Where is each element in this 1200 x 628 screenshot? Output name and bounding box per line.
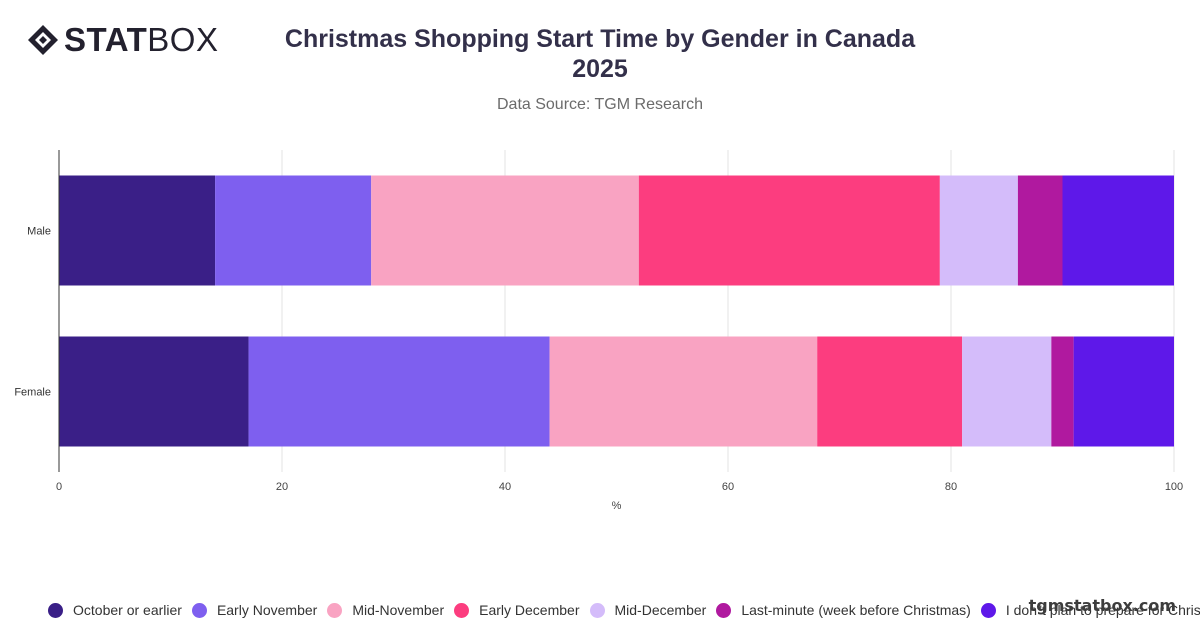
watermark: tgmstatbox.com	[1028, 596, 1176, 615]
chart-subtitle: Data Source: TGM Research	[496, 96, 703, 113]
chart-title: Christmas Shopping Start Time by Gender …	[0, 24, 1200, 84]
statbox-logo: STATBOX	[26, 22, 218, 58]
chart-title-line1: Christmas Shopping Start Time by Gender …	[284, 25, 916, 53]
legend-swatch	[327, 602, 343, 618]
bar-segment	[817, 336, 963, 447]
legend-item[interactable]: Mid-December	[589, 602, 707, 618]
legend-item[interactable]: Early November	[191, 602, 318, 618]
legend-item[interactable]: October or earlier	[48, 602, 182, 618]
bar-segment	[1051, 336, 1074, 447]
bar-segment	[1017, 175, 1063, 286]
legend-item[interactable]: Early December	[454, 602, 580, 618]
legend-label: Mid-December	[614, 602, 707, 618]
legend-label: Last-minute (week before Christmas)	[741, 602, 971, 618]
x-tick-label: 80	[945, 481, 957, 493]
bar-segment	[215, 175, 372, 286]
legend-swatch	[48, 602, 63, 618]
bar-segment	[939, 175, 1018, 286]
x-tick-label: 20	[276, 481, 288, 493]
x-tick-label: 0	[56, 481, 62, 493]
legend-label: I don"t plan to prepare for Christmas	[1005, 602, 1200, 618]
bar-segment	[59, 175, 216, 286]
bar-segment	[549, 336, 818, 447]
bar-segment	[962, 336, 1052, 447]
bar-segment	[248, 336, 550, 447]
bar-segment	[638, 175, 940, 286]
chart-title-line2: 2025	[572, 55, 628, 83]
logo-wordmark: STATBOX	[64, 22, 218, 58]
legend-label: October or earlier	[73, 602, 182, 618]
bar-segment	[1073, 336, 1174, 447]
legend-swatch	[716, 602, 732, 618]
x-tick-label: 60	[722, 481, 734, 493]
logo-wordmark-bold: STAT	[64, 21, 148, 58]
chart-legend: October or earlier Early November Mid-Nove…	[48, 602, 1200, 618]
y-category-label: Male	[27, 226, 51, 238]
legend-swatch	[191, 602, 207, 618]
legend-item[interactable]: Mid-November	[327, 602, 444, 618]
legend-item[interactable]: I don"t plan to prepare for Christmas	[980, 602, 1200, 618]
bar-segment	[59, 336, 249, 447]
y-category-label: Female	[14, 387, 51, 399]
legend-label: Early November	[216, 602, 318, 618]
legend-swatch	[589, 602, 605, 618]
x-axis-label: %	[612, 500, 622, 512]
legend-swatch	[454, 602, 470, 618]
bar-segment	[1062, 175, 1174, 286]
legend-swatch	[980, 602, 996, 618]
legend-label: Mid-November	[352, 602, 445, 618]
legend-item[interactable]: Last-minute (week before Christmas)	[716, 602, 971, 618]
bar-segment	[371, 175, 639, 286]
diamond-logo-icon	[28, 25, 58, 55]
x-tick-label: 100	[1165, 481, 1183, 493]
chart-header: Christmas Shopping Start Time by Gender …	[0, 24, 1200, 114]
x-tick-label: 40	[499, 481, 511, 493]
legend-label: Early December	[479, 602, 580, 618]
logo-wordmark-light: BOX	[147, 21, 219, 58]
